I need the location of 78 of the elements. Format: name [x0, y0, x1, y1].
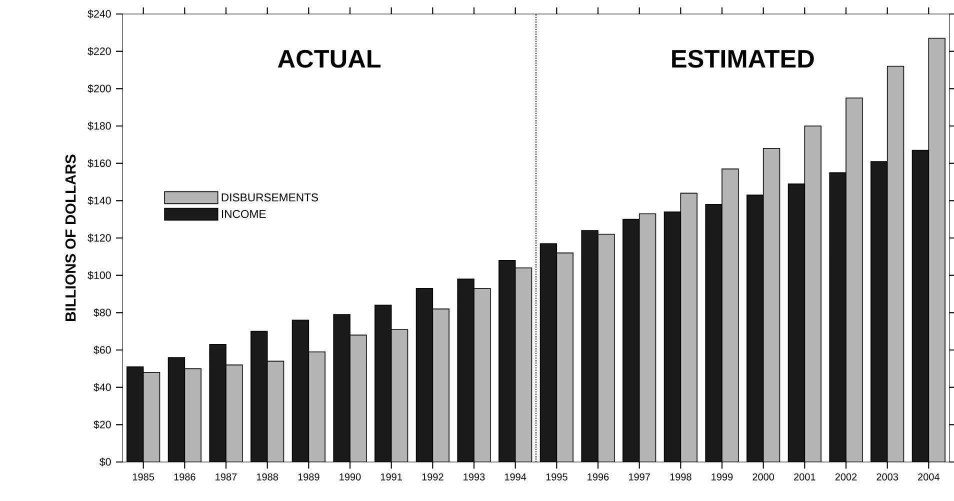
bar: [474, 288, 490, 462]
x-tick-label: 1997: [628, 473, 650, 480]
x-tick-label: 1986: [174, 473, 196, 480]
x-tick-label: 2004: [918, 473, 940, 480]
bar: [126, 366, 144, 462]
y-tick-label: $20: [94, 420, 111, 429]
bar: [556, 252, 574, 462]
y-tick-label: $0: [100, 458, 111, 466]
legend-label: DISBURSEMENTS: [222, 193, 318, 202]
legend-label: INCOME: [222, 210, 266, 218]
x-tick-label: 1996: [588, 473, 609, 480]
y-tick-label: $100: [88, 271, 111, 280]
bar: [706, 204, 722, 462]
y-tick-label: $140: [88, 196, 111, 205]
x-tick-label: 1987: [216, 473, 237, 480]
x-tick-label: 1998: [670, 473, 692, 480]
y-tick-label: $180: [88, 122, 111, 130]
bar: [515, 268, 532, 462]
bar: [374, 305, 392, 462]
y-tick-label: $200: [88, 84, 111, 93]
bar: [722, 168, 738, 462]
bar: [912, 150, 930, 462]
bar: [598, 234, 614, 462]
x-tick-label: 1988: [256, 473, 278, 480]
bar: [334, 314, 350, 462]
bar: [870, 161, 888, 462]
bar: [540, 244, 557, 462]
bar: [267, 361, 284, 462]
x-tick-label: 1994: [504, 473, 526, 480]
bar: [830, 172, 846, 462]
x-tick-label: 2001: [794, 473, 816, 480]
x-tick-label: 1992: [422, 473, 444, 480]
bar: [210, 344, 226, 462]
bar: [458, 279, 474, 462]
bar: [788, 184, 805, 462]
bar: [292, 320, 309, 462]
y-tick-label: $160: [88, 159, 111, 168]
y-tick-label: $120: [88, 234, 111, 242]
bar: [804, 126, 822, 462]
bar: [391, 329, 408, 462]
annotation: ACTUAL: [278, 50, 381, 68]
bar: [143, 372, 160, 462]
bar: [308, 352, 326, 462]
x-tick-label: 1989: [298, 473, 320, 480]
bar: [846, 98, 862, 462]
y-tick-label: $240: [88, 10, 111, 18]
x-tick-label: 1995: [546, 473, 568, 480]
bar: [582, 230, 598, 462]
bar: [498, 260, 516, 462]
x-tick-label: 1991: [380, 473, 402, 480]
bar: [226, 364, 242, 462]
bar: [622, 219, 640, 462]
x-tick-label: 2002: [835, 473, 857, 480]
y-tick-label: $220: [88, 47, 111, 56]
x-tick-label: 1990: [340, 473, 361, 480]
bar: [416, 288, 433, 462]
bar: [763, 148, 780, 462]
x-tick-label: 1985: [132, 473, 154, 480]
bar: [350, 335, 366, 462]
bar: [250, 331, 268, 462]
bar: [746, 195, 764, 462]
annotation: ESTIMATED: [672, 50, 814, 68]
bar: [887, 66, 904, 462]
bar: [168, 357, 185, 462]
bar: [680, 193, 698, 462]
y-tick-label: $60: [94, 346, 111, 354]
x-tick-label: 1993: [464, 473, 485, 480]
y-tick-label: $40: [94, 383, 111, 392]
bar: [432, 308, 450, 462]
bar: [639, 214, 656, 462]
bar: [184, 368, 202, 462]
bar: [928, 38, 946, 462]
x-tick-label: 2003: [876, 473, 898, 480]
y-axis-title: BILLIONS OF DOLLARS: [65, 154, 76, 321]
bar: [664, 212, 681, 462]
x-tick-label: 1999: [712, 473, 733, 480]
x-tick-label: 2000: [752, 473, 774, 480]
y-tick-label: $80: [94, 308, 111, 317]
